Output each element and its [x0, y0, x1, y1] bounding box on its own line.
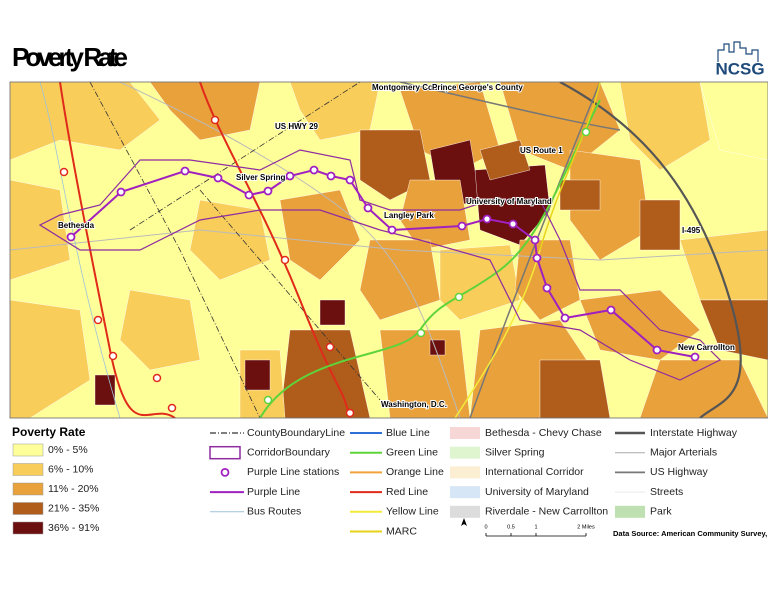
data-source: Data Source: American Community Survey, … — [613, 529, 768, 538]
legend-label: Red Line — [386, 486, 428, 498]
legend-label: 36% - 91% — [48, 522, 99, 534]
legend-label: Riverdale - New Carrollton — [485, 506, 608, 518]
purple-stations — [66, 165, 700, 362]
scale-label: 0 — [484, 524, 487, 530]
legend-label: Silver Spring — [485, 446, 545, 458]
red-line — [59, 82, 176, 418]
legend-label: Streets — [650, 486, 683, 498]
legend-swatch — [450, 446, 480, 459]
red-line — [199, 82, 351, 418]
legend-swatch — [615, 505, 645, 518]
legend-label: Major Arterials — [650, 446, 717, 458]
corridor-boundary — [38, 149, 722, 381]
logo-text: NCSG — [715, 59, 764, 78]
map — [9, 81, 768, 419]
legend-label: MARC — [386, 525, 417, 537]
legend-label: 21% - 35% — [48, 502, 99, 514]
legend-swatch — [220, 467, 230, 477]
legend-title: Poverty Rate — [12, 425, 86, 439]
legend-label: CorridorBoundary — [247, 446, 331, 458]
map-label: Montgomery County — [372, 83, 450, 92]
legend-label: Park — [650, 506, 672, 518]
map-label: I-495 — [682, 226, 701, 235]
legend-swatch — [12, 482, 44, 496]
legend-swatch — [12, 463, 44, 476]
legend-swatch — [12, 521, 44, 535]
marc — [539, 82, 601, 251]
map-label: New Carrollton — [678, 343, 735, 352]
legend-label: US Highway — [650, 466, 709, 478]
legend-label: Interstate Highway — [650, 427, 738, 439]
legend-label: University of Maryland — [485, 486, 589, 498]
purple-line — [70, 168, 696, 358]
map-label: Bethesda — [58, 221, 95, 230]
map-label: Silver Spring — [236, 173, 285, 182]
map-label: US HWY 29 — [275, 122, 319, 131]
scale-label: 2 Miles — [577, 524, 595, 530]
legend-label: Blue Line — [386, 427, 430, 439]
red-stations — [59, 115, 355, 418]
map-label: University of Maryland — [466, 197, 552, 206]
green-line — [259, 99, 601, 418]
legend-swatch — [450, 505, 480, 518]
legend-label: Green Line — [386, 446, 438, 458]
yellow-line — [454, 249, 541, 418]
legend-swatch — [450, 486, 480, 499]
map-label: Langley Park — [384, 211, 434, 220]
tracts — [10, 82, 768, 418]
legend-swatch — [450, 427, 480, 439]
legend-swatch — [12, 502, 44, 515]
map-label: US Route 1 — [520, 146, 563, 155]
legend-label: Bus Routes — [247, 506, 301, 518]
legend-label: Bethesda - Chevy Chase — [485, 427, 602, 439]
green-stations — [263, 127, 591, 405]
logo: NCSG — [715, 41, 765, 78]
north-arrow — [461, 518, 467, 526]
legend-swatch — [209, 445, 241, 460]
legend-label: Purple Line stations — [247, 466, 339, 478]
legend-label: Orange Line — [386, 466, 444, 478]
legend-label: 0% - 5% — [48, 444, 88, 456]
legend-label: 11% - 20% — [48, 483, 99, 495]
scale-bar: 0 0.5 1 2 Miles — [484, 524, 595, 537]
legend: Poverty Rate 0% - 5% 6% - 10% 11% - 20% 21% … — [12, 425, 738, 537]
scale-label: 0.5 — [507, 524, 515, 530]
legend-label: 6% - 10% — [48, 463, 94, 475]
legend-label: Yellow Line — [386, 506, 439, 518]
legend-swatch — [12, 443, 44, 457]
legend-label: Purple Line — [247, 486, 300, 498]
title: Poverty Rate — [12, 42, 128, 72]
map-label: Prince George's County — [432, 83, 523, 92]
legend-label: International Corridor — [485, 466, 584, 478]
map-label: Washington, D.C. — [381, 400, 447, 409]
legend-swatch — [450, 466, 480, 479]
legend-label: CountyBoundaryLine — [247, 427, 345, 439]
scale-label: 1 — [534, 524, 537, 530]
